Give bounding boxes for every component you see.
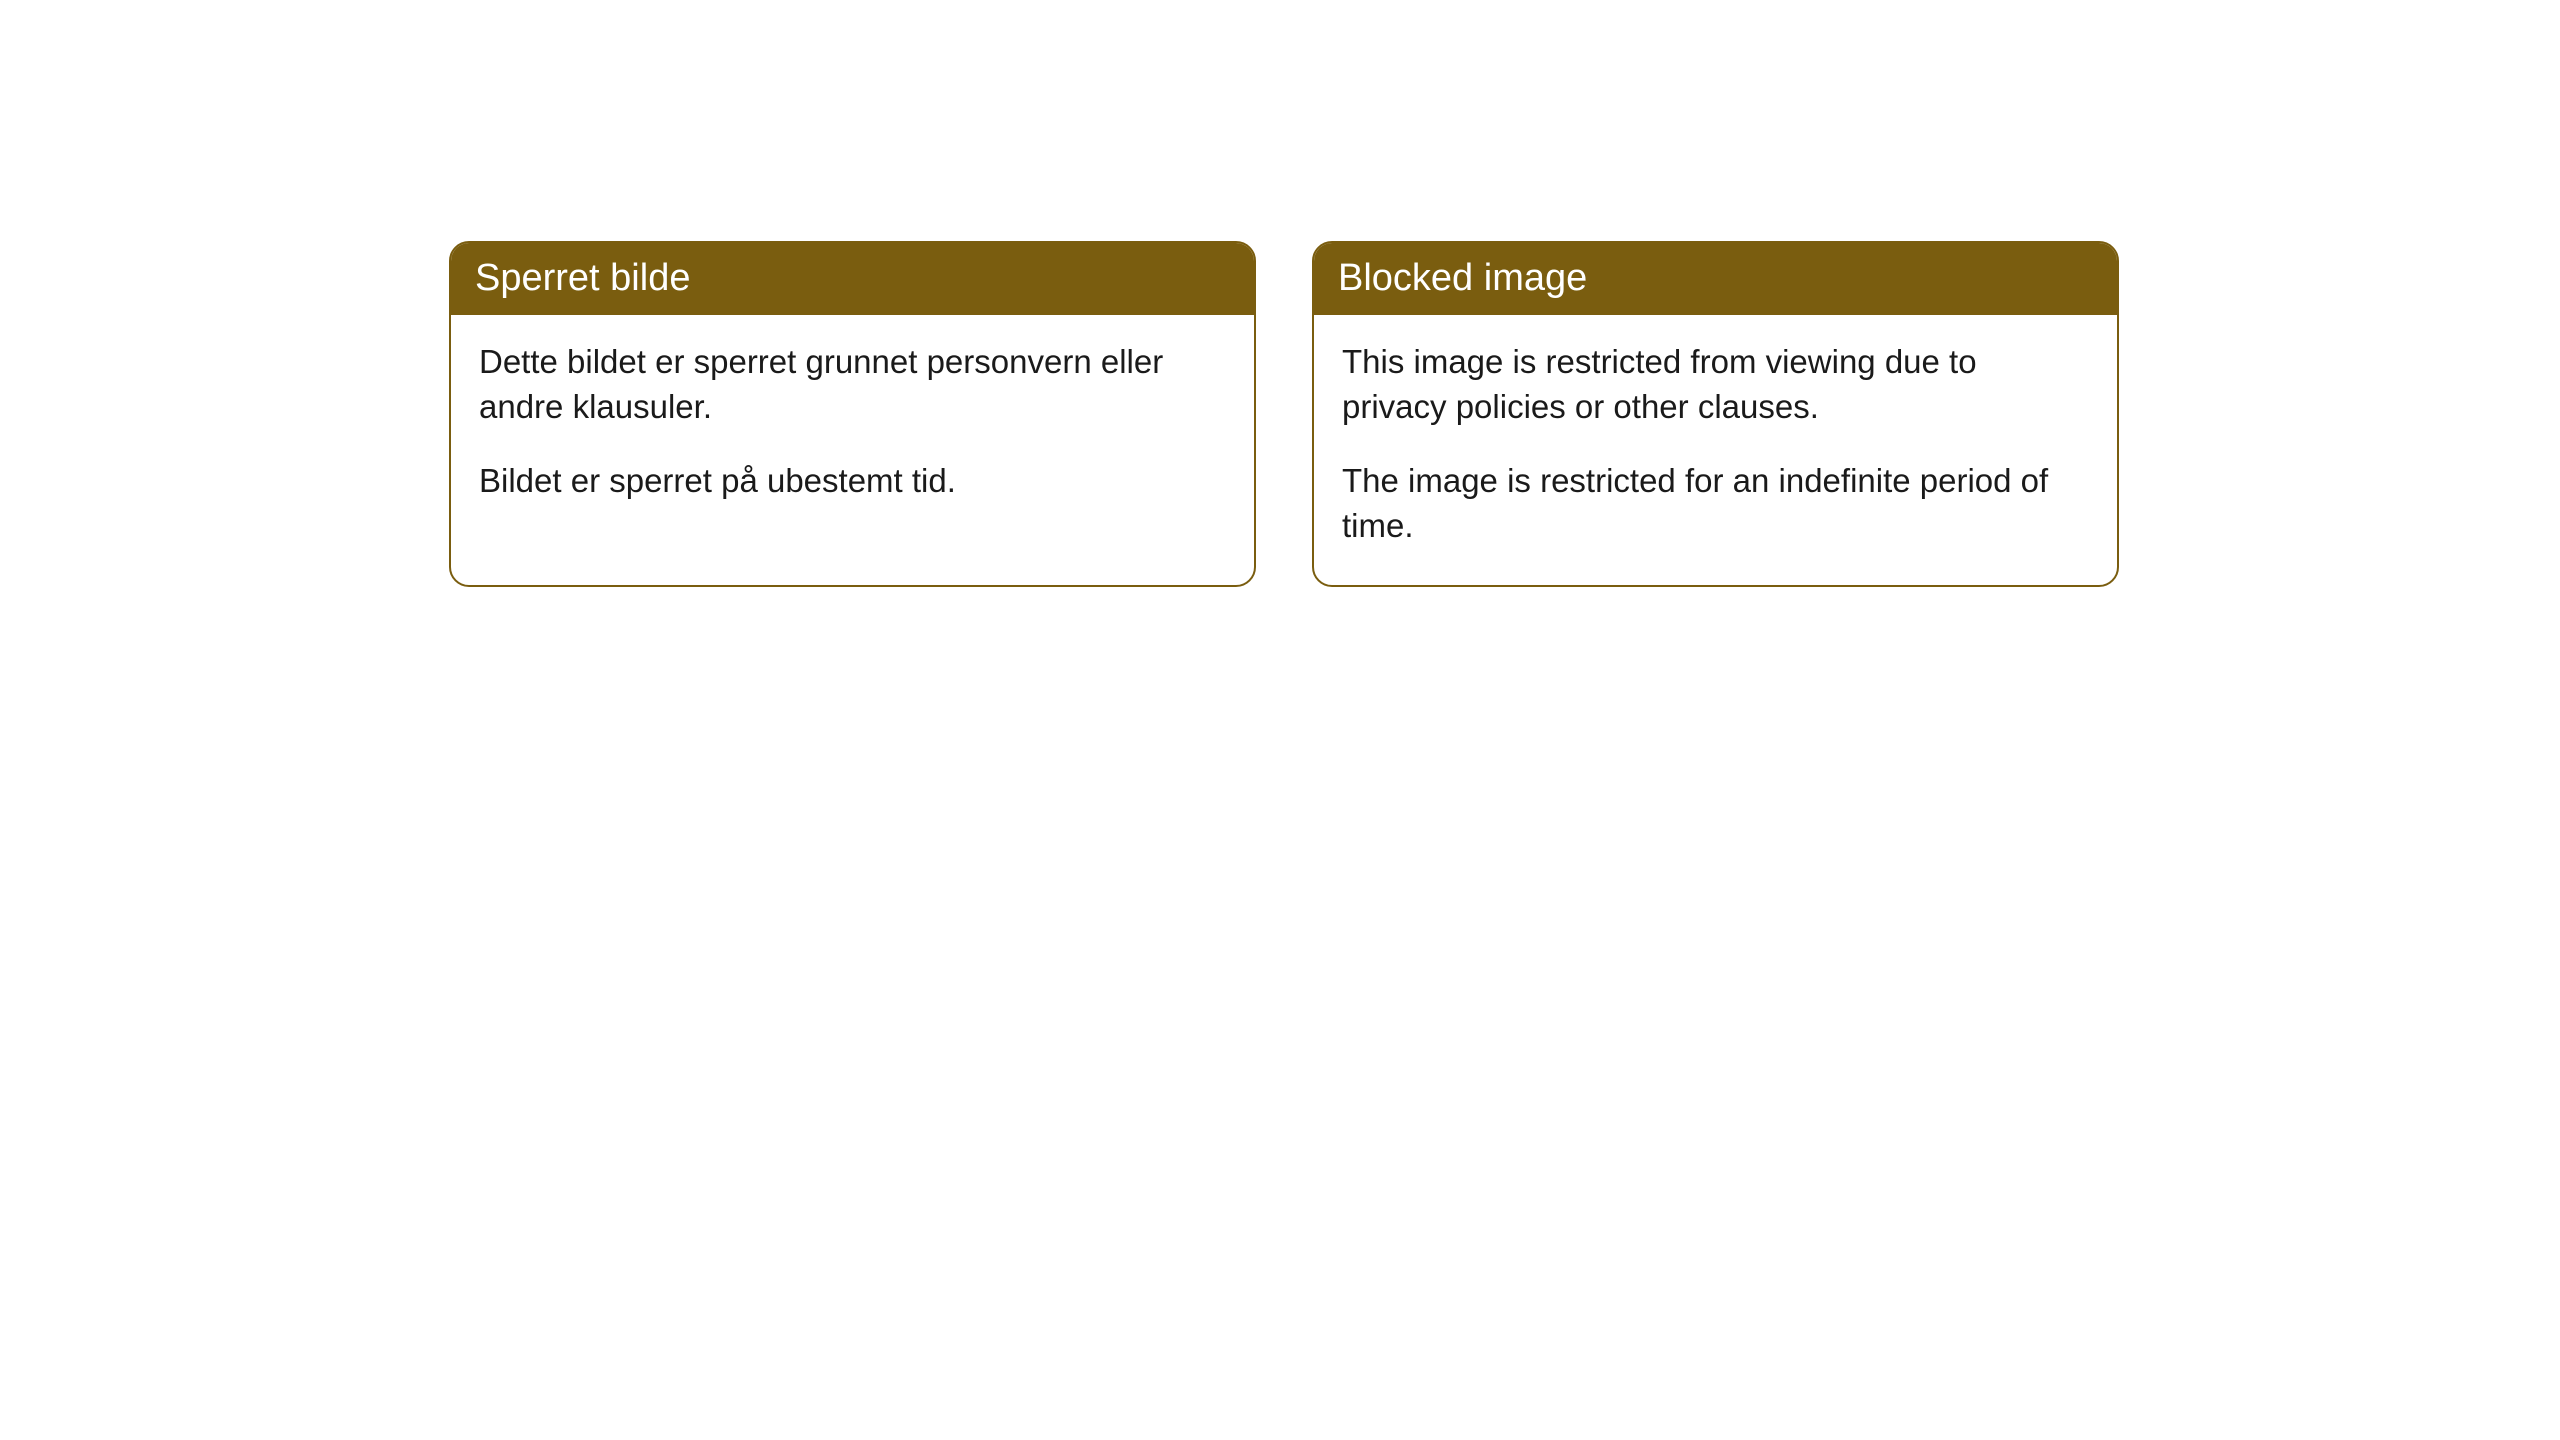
- card-paragraph: The image is restricted for an indefinit…: [1342, 458, 2089, 549]
- card-body: This image is restricted from viewing du…: [1314, 315, 2117, 585]
- notice-cards-container: Sperret bilde Dette bildet er sperret gr…: [0, 0, 2560, 587]
- card-header: Blocked image: [1314, 243, 2117, 315]
- blocked-image-card-english: Blocked image This image is restricted f…: [1312, 241, 2119, 587]
- card-title: Blocked image: [1338, 257, 1587, 299]
- card-body: Dette bildet er sperret grunnet personve…: [451, 315, 1254, 540]
- blocked-image-card-norwegian: Sperret bilde Dette bildet er sperret gr…: [449, 241, 1256, 587]
- card-paragraph: Bildet er sperret på ubestemt tid.: [479, 458, 1226, 504]
- card-title: Sperret bilde: [475, 257, 690, 299]
- card-paragraph: This image is restricted from viewing du…: [1342, 339, 2089, 430]
- card-paragraph: Dette bildet er sperret grunnet personve…: [479, 339, 1226, 430]
- card-header: Sperret bilde: [451, 243, 1254, 315]
